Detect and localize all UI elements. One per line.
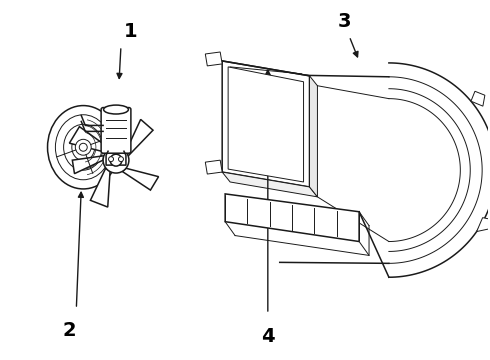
Ellipse shape [55, 115, 111, 180]
Polygon shape [70, 127, 110, 152]
Text: 2: 2 [63, 321, 76, 340]
Polygon shape [205, 160, 222, 174]
Ellipse shape [72, 134, 95, 161]
Polygon shape [477, 218, 490, 231]
FancyBboxPatch shape [101, 108, 131, 153]
Circle shape [119, 157, 123, 162]
Ellipse shape [103, 105, 128, 114]
Ellipse shape [48, 105, 119, 189]
Polygon shape [205, 52, 222, 66]
Polygon shape [310, 76, 318, 197]
Circle shape [109, 157, 114, 162]
Text: 4: 4 [261, 327, 274, 346]
Text: 1: 1 [124, 22, 138, 41]
Polygon shape [126, 120, 153, 156]
Polygon shape [225, 194, 359, 242]
Circle shape [79, 143, 87, 151]
Polygon shape [471, 91, 485, 106]
Polygon shape [228, 67, 303, 182]
Polygon shape [122, 168, 159, 190]
Polygon shape [91, 168, 110, 207]
Polygon shape [73, 156, 104, 174]
Polygon shape [222, 172, 318, 197]
Polygon shape [222, 61, 310, 187]
Circle shape [110, 154, 122, 166]
Text: 3: 3 [338, 12, 351, 31]
Circle shape [75, 139, 91, 155]
Circle shape [103, 147, 129, 173]
Ellipse shape [64, 124, 103, 170]
